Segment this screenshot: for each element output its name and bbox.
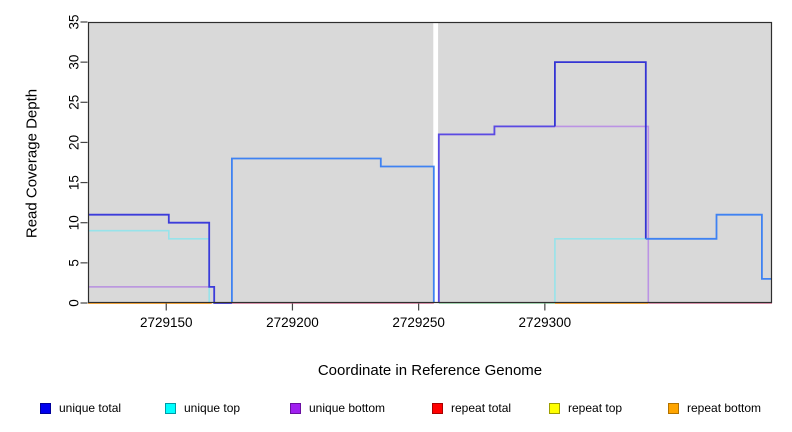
coverage-gap-band xyxy=(433,22,439,303)
unique-top-swatch-icon xyxy=(165,402,176,414)
x-tick-label: 2729200 xyxy=(266,315,319,330)
x-tick-label: 2729300 xyxy=(519,315,572,330)
y-tick-label: 5 xyxy=(67,259,82,267)
series-line-unique-total-right-low xyxy=(437,125,555,303)
y-axis-title: Read Coverage Depth xyxy=(23,88,41,239)
series-line-unique-total-left xyxy=(88,213,232,304)
legend-item-repeat-bottom: repeat bottom xyxy=(668,401,761,415)
legend-item-repeat-total: repeat total xyxy=(432,401,511,415)
legend-item-unique-top: unique top xyxy=(165,401,240,415)
x-tick-label: 2729150 xyxy=(140,315,193,330)
plot-background xyxy=(88,22,772,303)
legend-label: unique bottom xyxy=(309,401,386,415)
plot-frame xyxy=(87,21,773,304)
legend-item-unique-total: unique total xyxy=(40,401,121,415)
unique-total-swatch-icon xyxy=(40,402,51,414)
series-line-unique-total-mid xyxy=(230,157,435,303)
y-tick-label: 35 xyxy=(67,14,82,29)
y-tick-label: 15 xyxy=(67,175,82,190)
x-axis-title: Coordinate in Reference Genome xyxy=(317,362,543,379)
y-tick-label: 0 xyxy=(67,299,82,307)
series-line-unique-total-far-right xyxy=(645,213,772,280)
repeat-total-swatch-icon xyxy=(432,402,443,414)
legend-label: repeat total xyxy=(451,401,512,415)
legend-label: unique top xyxy=(184,401,241,415)
x-tick-label: 2729250 xyxy=(392,315,445,330)
y-tick-label: 10 xyxy=(67,215,82,230)
legend: unique total unique top unique bottom re… xyxy=(0,401,792,419)
unique-bottom-swatch-icon xyxy=(290,402,301,414)
repeat-bottom-swatch-icon xyxy=(668,402,679,414)
series-line-unique-top-right xyxy=(554,238,646,303)
legend-label: repeat top xyxy=(568,401,623,415)
legend-item-repeat-top: repeat top xyxy=(549,401,622,415)
y-tick-label: 30 xyxy=(67,55,82,70)
legend-label: repeat bottom xyxy=(687,401,762,415)
y-tick-label: 25 xyxy=(67,95,82,110)
y-tick-label: 20 xyxy=(67,135,82,150)
legend-item-unique-bottom: unique bottom xyxy=(290,401,385,415)
repeat-top-swatch-icon xyxy=(549,402,560,414)
series-line-unique-total-right-high xyxy=(554,61,647,239)
legend-label: unique total xyxy=(59,401,122,415)
